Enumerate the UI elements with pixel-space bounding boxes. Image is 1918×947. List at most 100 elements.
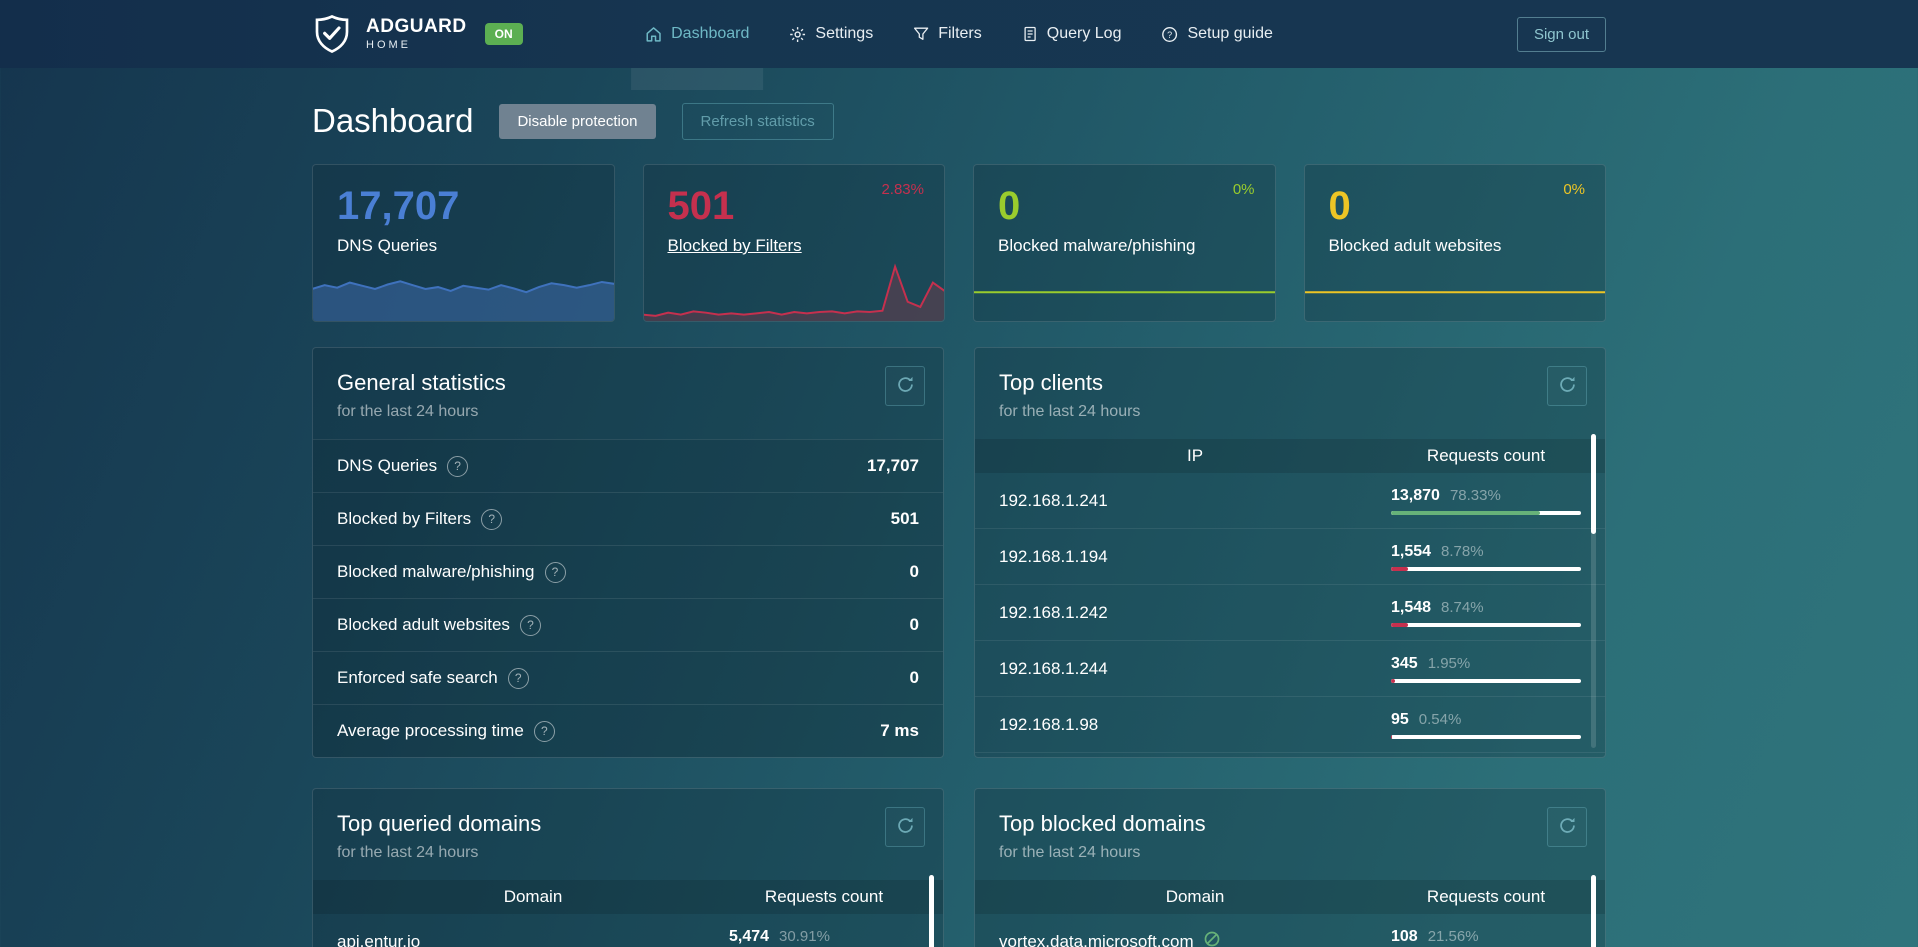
nav-item-label: Settings bbox=[815, 25, 874, 42]
help-icon[interactable]: ? bbox=[519, 614, 541, 636]
row-name[interactable]: 192.168.1.244 bbox=[999, 658, 1108, 678]
panel-title: Top queried domains bbox=[337, 811, 542, 836]
row-name[interactable]: 192.168.1.242 bbox=[999, 602, 1108, 622]
refresh-panel-button[interactable] bbox=[885, 366, 925, 406]
row-name[interactable]: 192.168.1.194 bbox=[999, 546, 1108, 566]
stat-percent: 0% bbox=[1563, 181, 1585, 198]
stat-percent: 0% bbox=[1232, 181, 1255, 198]
stat-row-label: Enforced safe search bbox=[337, 668, 498, 687]
stat-row-label: Blocked by Filters bbox=[337, 509, 472, 528]
stat-row-enforced-safe-search: Enforced safe search? 0 bbox=[313, 651, 943, 704]
scrollbar-thumb[interactable] bbox=[1591, 434, 1596, 534]
sparkline-chart bbox=[973, 257, 1276, 321]
requests-percent: 8.74% bbox=[1441, 598, 1484, 616]
nav-item-dashboard[interactable]: Dashboard bbox=[631, 0, 764, 90]
table-row: 192.168.1.98 95 0.54% bbox=[975, 697, 1605, 753]
protection-status-badge: ON bbox=[484, 23, 523, 45]
panel-title: General statistics bbox=[337, 370, 506, 395]
refresh-panel-button[interactable] bbox=[1547, 366, 1587, 406]
refresh-panel-button[interactable] bbox=[885, 807, 925, 847]
nav-item-filters[interactable]: Filters bbox=[913, 0, 982, 68]
nav-item-setup-guide[interactable]: ? Setup guide bbox=[1161, 0, 1273, 68]
stat-row-value: 17,707 bbox=[867, 456, 919, 475]
requests-count: 13,870 bbox=[1391, 486, 1440, 504]
stat-row-average-processing-time: Average processing time? 7 ms bbox=[313, 704, 943, 757]
general-statistics-rows: DNS Queries? 17,707 Blocked by Filters? 501… bbox=[313, 439, 943, 757]
scrollbar[interactable] bbox=[1591, 434, 1596, 748]
stat-percent: 2.83% bbox=[881, 181, 924, 198]
table-row: vortex.data.microsoft.com 108 21.56% bbox=[975, 914, 1605, 947]
column-header-requests: Requests count bbox=[1426, 446, 1546, 465]
stat-label[interactable]: Blocked by Filters bbox=[667, 236, 802, 255]
stat-value: 501 bbox=[667, 184, 735, 228]
scrollbar-thumb[interactable] bbox=[929, 875, 934, 947]
stat-row-label: Average processing time bbox=[337, 721, 524, 740]
refresh-icon bbox=[896, 375, 915, 397]
top-blocked-rows: vortex.data.microsoft.com 108 21.56% bbox=[975, 914, 1605, 947]
help-icon[interactable]: ? bbox=[481, 508, 503, 530]
requests-bar bbox=[1391, 678, 1581, 683]
panel-subtitle: for the last 24 hours bbox=[337, 403, 479, 420]
column-header-requests: Requests count bbox=[1426, 887, 1546, 906]
scrollbar-thumb[interactable] bbox=[1591, 875, 1596, 947]
table-row: api.entur.io 5,474 30.91% bbox=[313, 914, 943, 947]
sparkline-chart bbox=[643, 257, 945, 321]
scrollbar[interactable] bbox=[929, 875, 934, 947]
stat-card-blocked-adult-websites: 0 Blocked adult websites 0% bbox=[1303, 164, 1607, 322]
general-statistics-panel: General statistics for the last 24 hours… bbox=[312, 347, 944, 758]
refresh-panel-button[interactable] bbox=[1547, 807, 1587, 847]
stat-row-value: 501 bbox=[890, 509, 919, 528]
top-blocked-domains-panel: Top blocked domains for the last 24 hour… bbox=[974, 788, 1606, 947]
svg-text:?: ? bbox=[1167, 29, 1172, 39]
stat-row-label: DNS Queries bbox=[337, 456, 438, 475]
help-icon[interactable]: ? bbox=[544, 561, 566, 583]
requests-percent: 21.56% bbox=[1427, 927, 1479, 945]
requests-count: 1,554 bbox=[1391, 542, 1432, 560]
stat-card-dns-queries: 17,707 DNS Queries bbox=[312, 164, 615, 322]
requests-percent: 30.91% bbox=[779, 927, 830, 945]
stat-row-value: 0 bbox=[909, 562, 919, 581]
requests-percent: 78.33% bbox=[1449, 486, 1501, 504]
refresh-statistics-button[interactable]: Refresh statistics bbox=[681, 102, 834, 140]
table-row: 192.168.1.242 1,548 8.74% bbox=[975, 585, 1605, 641]
panel-title: Top clients bbox=[999, 370, 1103, 395]
requests-bar bbox=[1391, 510, 1581, 515]
table-header: Domain Requests count bbox=[975, 880, 1605, 914]
stat-row-value: 0 bbox=[909, 615, 919, 634]
stat-row-value: 0 bbox=[909, 668, 919, 687]
sparkline-chart bbox=[312, 257, 614, 321]
stat-row-label: Blocked malware/phishing bbox=[337, 562, 535, 581]
nav-item-query-log[interactable]: Query Log bbox=[1022, 0, 1121, 68]
bottom-panels-row: Top queried domains for the last 24 hour… bbox=[312, 788, 1606, 947]
dashboard-page: Dashboard Disable protection Refresh sta… bbox=[312, 68, 1606, 947]
column-header-requests: Requests count bbox=[764, 887, 884, 906]
stat-row-blocked-by-filters: Blocked by Filters? 501 bbox=[313, 492, 943, 545]
refresh-icon bbox=[896, 816, 915, 838]
row-name[interactable]: vortex.data.microsoft.com bbox=[999, 931, 1194, 947]
stat-value: 0 bbox=[1328, 184, 1351, 228]
help-icon[interactable]: ? bbox=[447, 455, 469, 477]
scrollbar[interactable] bbox=[1591, 875, 1596, 947]
column-header-domain: Domain bbox=[503, 887, 563, 906]
disable-protection-button[interactable]: Disable protection bbox=[499, 103, 656, 139]
panel-title: Top blocked domains bbox=[999, 811, 1206, 836]
nav-item-settings[interactable]: Settings bbox=[789, 0, 873, 68]
row-name[interactable]: api.entur.io bbox=[337, 931, 421, 947]
row-name[interactable]: 192.168.1.241 bbox=[999, 490, 1108, 510]
sparkline-chart bbox=[1304, 257, 1607, 321]
table-row: 192.168.1.241 13,870 78.33% bbox=[975, 473, 1605, 529]
table-header: IP Requests count bbox=[975, 439, 1605, 473]
top-clients-panel: Top clients for the last 24 hours IP Req… bbox=[974, 347, 1606, 758]
sign-out-button[interactable]: Sign out bbox=[1516, 16, 1606, 52]
requests-bar bbox=[1391, 734, 1581, 739]
column-header-domain: Domain bbox=[1165, 887, 1225, 906]
row-name[interactable]: 192.168.1.98 bbox=[999, 714, 1099, 734]
page-header: Dashboard Disable protection Refresh sta… bbox=[312, 102, 1606, 140]
help-icon[interactable]: ? bbox=[507, 667, 529, 689]
requests-percent: 1.95% bbox=[1427, 654, 1471, 672]
filters-icon bbox=[913, 26, 929, 42]
setupguide-icon: ? bbox=[1161, 26, 1178, 43]
help-icon[interactable]: ? bbox=[533, 720, 555, 742]
adguard-home-logo[interactable]: ADGUARD HOME ON bbox=[312, 13, 523, 55]
top-queried-rows: api.entur.io 5,474 30.91% bbox=[313, 914, 943, 947]
